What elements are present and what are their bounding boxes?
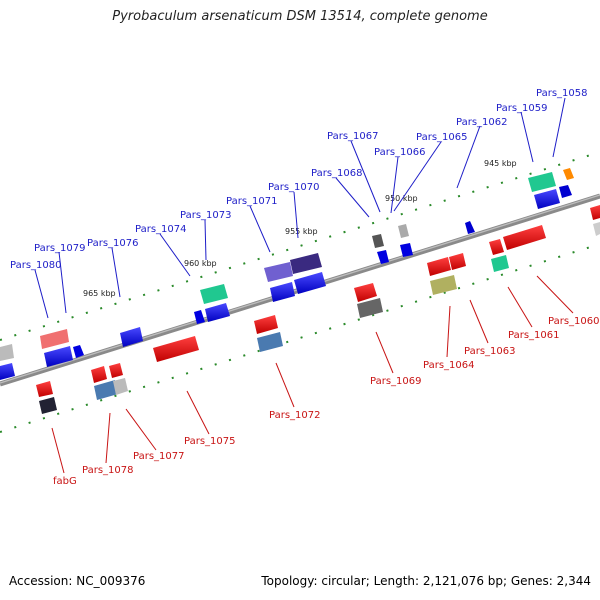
gene-label: Pars_1066 <box>374 147 425 158</box>
gene-label: Pars_1065 <box>416 132 467 143</box>
gene-block <box>491 255 509 272</box>
gene-block <box>39 397 57 414</box>
gene-block <box>200 284 228 304</box>
gene-block <box>0 344 14 361</box>
gene-label: Pars_1071 <box>226 196 277 207</box>
tick-960: 960 kbp <box>184 259 217 268</box>
gene-block <box>430 275 457 295</box>
labels-bottom: Pars_1060 Pars_1061 Pars_1063 Pars_1064 … <box>53 316 599 487</box>
gene-block <box>120 327 143 347</box>
gene-block <box>449 253 466 270</box>
label-leaders-bottom <box>51 275 574 474</box>
label-leaders-top <box>34 97 566 319</box>
gene-label: Pars_1078 <box>82 465 133 476</box>
gene-label: Pars_1076 <box>87 238 138 249</box>
gene-label: fabG <box>53 476 77 487</box>
gene-block <box>290 253 322 274</box>
gene-label: Pars_1062 <box>456 117 507 128</box>
gene-block <box>503 225 546 250</box>
gene-block <box>534 189 560 209</box>
gene-label: Pars_1061 <box>508 330 559 341</box>
gene-block <box>40 329 69 349</box>
gene-block <box>294 272 326 294</box>
reverse-genes <box>36 205 600 414</box>
tick-955: 955 kbp <box>285 227 318 236</box>
tick-950: 950 kbp <box>385 194 418 203</box>
gene-label: Pars_1079 <box>34 243 85 254</box>
gene-label: Pars_1064 <box>423 360 474 371</box>
gene-block <box>593 222 600 236</box>
gene-block <box>94 380 118 400</box>
forward-genes <box>0 168 574 380</box>
gene-label: Pars_1072 <box>269 410 320 421</box>
gene-block <box>398 224 409 238</box>
gene-label: Pars_1073 <box>180 210 231 221</box>
gene-block <box>0 363 15 380</box>
gene-block <box>559 185 572 198</box>
gene-block <box>205 303 230 322</box>
gene-block <box>465 221 475 234</box>
gene-block <box>357 298 383 318</box>
gene-label: Pars_1077 <box>133 451 184 462</box>
accession-text: Accession: NC_009376 <box>9 574 146 588</box>
gene-label: Pars_1074 <box>135 224 186 235</box>
gene-block <box>400 243 413 257</box>
gene-block <box>427 257 451 276</box>
gene-block <box>590 205 600 220</box>
tick-945: 945 kbp <box>484 159 517 168</box>
gene-block <box>153 336 199 362</box>
gene-label: Pars_1060 <box>548 316 599 327</box>
tick-965: 965 kbp <box>83 289 116 298</box>
gene-block <box>270 282 295 302</box>
gene-block <box>489 239 504 255</box>
gene-label: Pars_1058 <box>536 88 587 99</box>
gene-block <box>563 168 574 180</box>
gene-block <box>528 172 556 192</box>
gene-block <box>113 378 128 395</box>
gene-block <box>377 250 389 264</box>
gene-block <box>73 345 84 358</box>
gene-block <box>372 234 384 248</box>
gene-label: Pars_1059 <box>496 103 547 114</box>
gene-label: Pars_1068 <box>311 168 362 179</box>
map-title: Pyrobaculum arsenaticum DSM 13514, compl… <box>112 9 488 24</box>
gene-label: Pars_1067 <box>327 131 378 142</box>
gene-block <box>354 283 377 302</box>
gene-block <box>91 366 107 383</box>
gene-block <box>36 381 53 397</box>
gene-label: Pars_1075 <box>184 436 235 447</box>
gene-block <box>44 346 73 367</box>
topology-text: Topology: circular; Length: 2,121,076 bp… <box>261 574 591 588</box>
gene-block <box>264 262 293 282</box>
gene-label: Pars_1080 <box>10 260 61 271</box>
gene-block <box>194 310 205 324</box>
gene-block <box>257 332 283 352</box>
gene-label: Pars_1070 <box>268 182 319 193</box>
gene-block <box>254 315 278 334</box>
gene-label: Pars_1063 <box>464 346 515 357</box>
gene-label: Pars_1069 <box>370 376 421 387</box>
gene-block <box>109 363 123 378</box>
labels-top: Pars_1058 Pars_1059 Pars_1062 Pars_1065 … <box>10 88 587 271</box>
